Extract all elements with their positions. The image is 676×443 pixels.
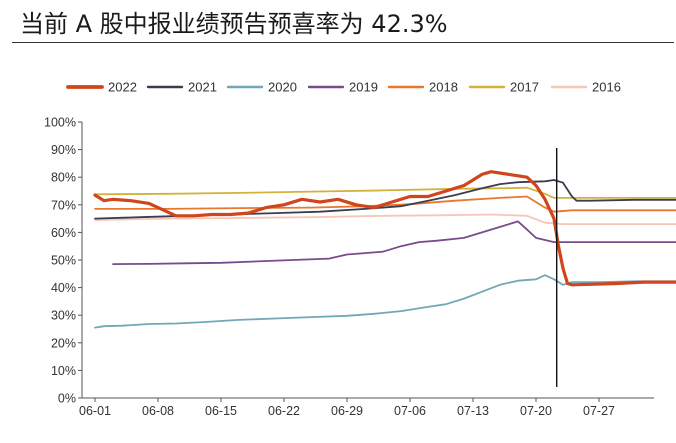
x-tick-label: 06-15 [205, 404, 237, 418]
y-tick-label: 90% [51, 143, 76, 157]
y-tick-label: 60% [51, 226, 76, 240]
y-tick-label: 10% [51, 364, 76, 378]
y-axis: 0% 10% 20% 30% 40% 50% 60% 70% 80% 90% 100% [44, 116, 83, 406]
legend-label-2016: 2016 [592, 80, 621, 95]
x-tick-label: 07-20 [520, 404, 552, 418]
series-line-2021 [94, 179, 676, 220]
legend-label-2019: 2019 [349, 80, 378, 95]
x-tick-label: 06-01 [79, 404, 111, 418]
legend-label-2017: 2017 [510, 80, 539, 95]
title-rule [12, 42, 674, 43]
y-tick-label: 80% [51, 171, 76, 185]
series-lines [93, 170, 676, 329]
legend-label-2022: 2022 [108, 80, 137, 95]
y-tick-label: 20% [51, 336, 76, 350]
y-tick-label: 100% [44, 116, 76, 130]
legend-label-2020: 2020 [268, 80, 297, 95]
x-tick-label: 07-27 [583, 404, 615, 418]
y-tick-label: 70% [51, 198, 76, 212]
x-tick-label: 06-08 [142, 404, 174, 418]
y-tick-label: 50% [51, 254, 76, 268]
series-line-2016 [94, 213, 676, 225]
series-line-2017 [94, 186, 676, 199]
x-tick-label: 07-06 [394, 404, 426, 418]
page-title: 当前 A 股中报业绩预告预喜率为 42.3% [20, 10, 448, 38]
legend-label-2018: 2018 [429, 80, 458, 95]
series-line-2022 [93, 170, 676, 287]
y-tick-label: 30% [51, 309, 76, 323]
y-tick-label: 0% [58, 392, 76, 406]
chart-legend: 2022 2021 2020 2019 2018 2017 2016 [66, 80, 621, 95]
x-tick-label: 06-22 [268, 404, 300, 418]
x-tick-label: 06-29 [331, 404, 363, 418]
legend-label-2021: 2021 [188, 80, 217, 95]
series-line-2019 [112, 220, 676, 265]
y-tick-label: 40% [51, 281, 76, 295]
x-tick-label: 07-13 [457, 404, 489, 418]
x-axis: 06-01 06-08 06-15 06-22 06-29 07-06 07-13 07-20… [79, 397, 654, 418]
